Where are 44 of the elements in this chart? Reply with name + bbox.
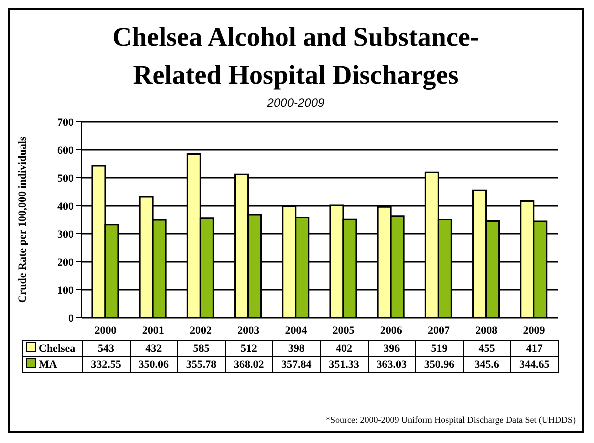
y-tick-label: 500 [58,172,74,185]
data-label: 350.96 [416,356,464,372]
data-label: 363.03 [368,356,416,372]
y-tick-label: 700 [58,116,74,129]
y-tick-label: 300 [58,228,74,241]
x-tick-label: 2006 [380,324,403,337]
y-tick-label: 400 [58,200,74,213]
data-label: 398 [272,340,320,356]
data-label: 332.55 [82,356,130,372]
data-label: 417 [510,340,558,356]
legend-label: Chelsea [22,340,82,356]
x-tick-label: 2004 [285,324,308,337]
x-tick-label: 2001 [142,324,164,337]
data-label: 519 [416,340,464,356]
legend-label: MA [22,356,82,372]
data-label: 432 [130,340,178,356]
x-tick-label: 2005 [332,324,356,337]
y-tick-label: 0 [68,312,74,325]
x-tick-label: 2009 [523,324,546,337]
y-tick-label: 600 [58,144,74,157]
x-tick-label: 2000 [94,324,118,337]
x-tick-label: 2008 [476,324,498,337]
data-label: 357.84 [272,356,320,372]
y-axis-title: Crude Rate per 100,000 individuals [16,136,29,304]
data-label: 351.33 [320,356,368,372]
y-tick-label: 200 [58,256,74,269]
data-label: 396 [368,340,416,356]
x-tick-label: 2002 [190,324,212,337]
data-label: 355.78 [178,356,226,372]
chart-subtitle: 2000-2009 [266,96,326,110]
x-tick-label: 2007 [428,324,450,337]
text: *Source: 2000-2009 Uniform Hospital Discharge Data Set (UHDDS) [326,415,576,425]
x-tick-label: 2003 [238,324,260,337]
data-label: 350.06 [130,356,178,372]
data-label: 585 [178,340,226,356]
y-tick-label: 100 [58,284,74,297]
data-label: 455 [463,340,511,356]
data-label: 345.6 [463,356,511,372]
data-label: 543 [82,340,130,356]
data-label: 344.65 [510,356,558,372]
data-label: 512 [225,340,273,356]
chart-title: Chelsea Alcohol and Substance-Related Hospital Discharges [112,21,480,92]
data-label: 368.02 [225,356,273,372]
data-label: 402 [320,340,368,356]
